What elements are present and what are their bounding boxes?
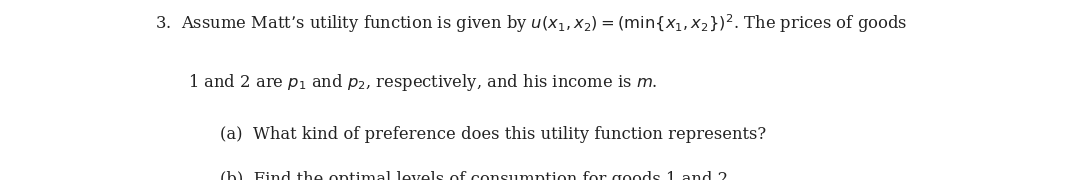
Text: 3.  Assume Matt’s utility function is given by $u(x_1, x_2) = (\min\{x_1, x_2\}): 3. Assume Matt’s utility function is giv…	[155, 13, 908, 35]
Text: 1 and 2 are $p_1$ and $p_2$, respectively, and his income is $m$.: 1 and 2 are $p_1$ and $p_2$, respectivel…	[188, 72, 657, 93]
Text: (a)  What kind of preference does this utility function represents?: (a) What kind of preference does this ut…	[220, 126, 765, 143]
Text: (b)  Find the optimal levels of consumption for goods 1 and 2.: (b) Find the optimal levels of consumpti…	[220, 171, 733, 180]
